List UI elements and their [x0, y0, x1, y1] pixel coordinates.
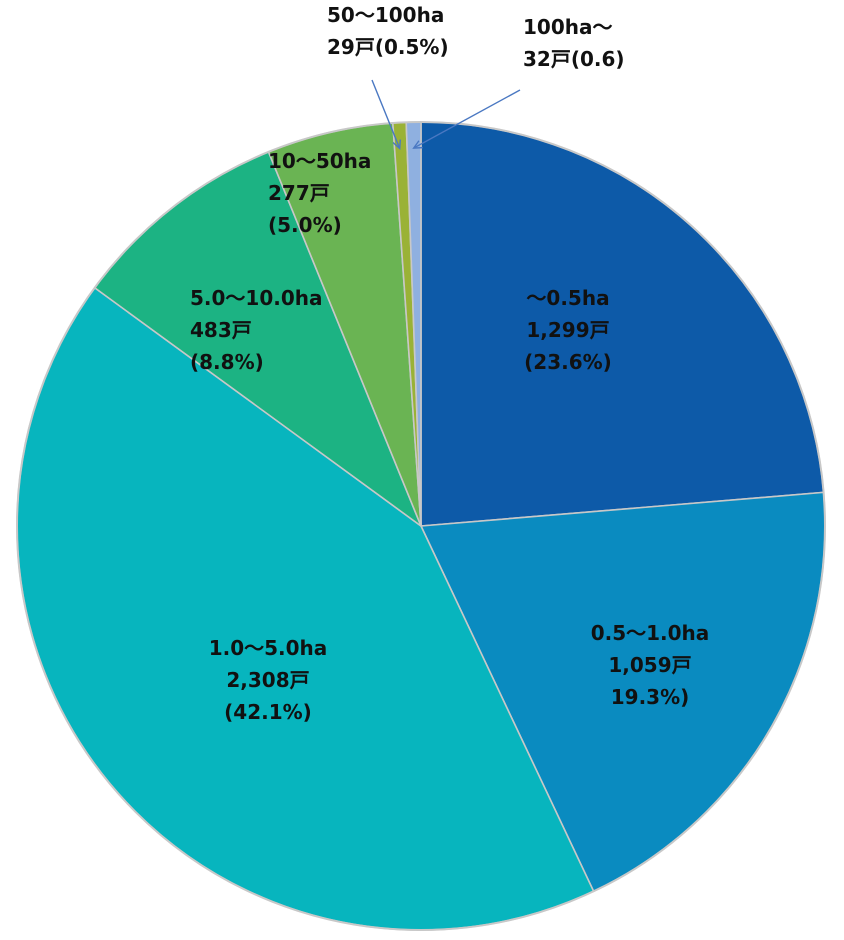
leader-arrowhead [392, 139, 402, 151]
leader-line [371, 79, 401, 149]
slice-label: 100ha～ 32戸(0.6) [523, 15, 625, 71]
slice-label-category: 0.5～1.0ha [591, 621, 710, 645]
slice-labels: ～0.5ha 1,299戸 (23.6%) 0.5～1.0ha 1,059戸 19.3%)… [190, 3, 709, 724]
slice-label-count: 32戸(0.6) [523, 47, 625, 71]
slice-label-category: ～0.5ha [526, 286, 609, 310]
leader-arrowhead [412, 140, 423, 149]
slice-label-percent: (8.8%) [190, 350, 264, 374]
slice-label-percent: (23.6%) [524, 350, 612, 374]
leader-line [413, 89, 521, 149]
slice-label-category: 10～50ha [268, 149, 371, 173]
slice-label-category: 5.0～10.0ha [190, 286, 323, 310]
slice-label: 5.0～10.0ha 483戸 (8.8%) [190, 286, 323, 374]
slice-label-count: 1,299戸 [526, 318, 609, 342]
slice-label-percent: (5.0%) [268, 213, 342, 237]
slice-label-percent: 19.3%) [611, 685, 690, 709]
slice-label-count: 2,308戸 [226, 668, 309, 692]
pie-outline [16, 121, 826, 931]
slice-label: 50～100ha 29戸(0.5%) [327, 3, 449, 59]
slice-label: 1.0～5.0ha 2,308戸 (42.1%) [209, 636, 328, 724]
slice-label-count: 29戸(0.5%) [327, 35, 449, 59]
pie-slices [16, 121, 826, 931]
pie-slice [420, 121, 825, 527]
slice-label-count: 483戸 [190, 318, 252, 342]
slice-label-percent: (42.1%) [224, 700, 312, 724]
slice-label-category: 100ha～ [523, 15, 612, 39]
slice-label: ～0.5ha 1,299戸 (23.6%) [524, 286, 612, 374]
slice-label-category: 1.0～5.0ha [209, 636, 328, 660]
leader-lines [371, 79, 521, 151]
slice-label-count: 277戸 [268, 181, 330, 205]
slice-label: 10～50ha 277戸 (5.0%) [268, 149, 371, 237]
slice-label: 0.5～1.0ha 1,059戸 19.3%) [591, 621, 710, 709]
slice-label-count: 1,059戸 [608, 653, 691, 677]
slice-label-category: 50～100ha [327, 3, 444, 27]
